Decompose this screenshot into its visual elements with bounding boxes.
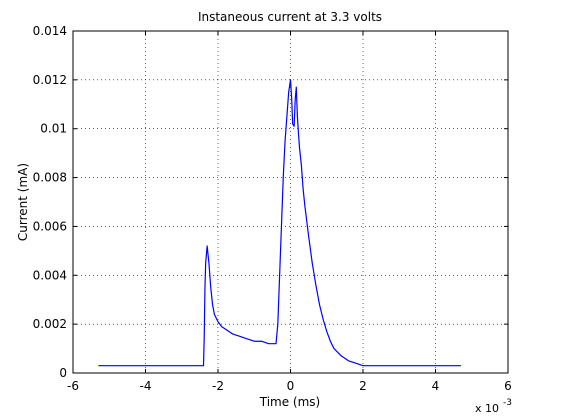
y-tick-label: 0.012 [33,73,67,87]
chart-title: Instaneous current at 3.3 volts [198,10,382,24]
x-exponent-power: -3 [503,398,512,408]
x-exponent-label: x 10 [475,402,499,415]
x-tick-label: 4 [432,379,440,393]
y-tick-label: 0.01 [40,122,67,136]
y-tick-label: 0.008 [33,171,67,185]
y-tick-label: 0 [59,366,67,380]
axis-ticks [72,30,509,374]
y-tick-label: 0.004 [33,268,67,282]
x-tick-label: -4 [140,379,152,393]
current-series-line [98,79,461,367]
grid-lines [73,31,508,373]
x-axis-label: Time (ms) [259,395,321,409]
data-series [98,79,461,367]
y-tick-label: 0.014 [33,24,67,38]
x-tick-label: 0 [287,379,295,393]
x-tick-label: 2 [359,379,367,393]
y-tick-label: 0.006 [33,219,67,233]
x-tick-labels: -6 -4 -2 0 2 4 6 [67,379,512,393]
y-tick-label: 0.002 [33,317,67,331]
x-tick-label: 6 [504,379,512,393]
y-axis-label: Current (mA) [16,163,30,241]
x-tick-label: -2 [212,379,224,393]
y-tick-labels: 0 0.002 0.004 0.006 0.008 0.01 0.012 0.014 [33,24,67,380]
x-tick-label: -6 [67,379,79,393]
